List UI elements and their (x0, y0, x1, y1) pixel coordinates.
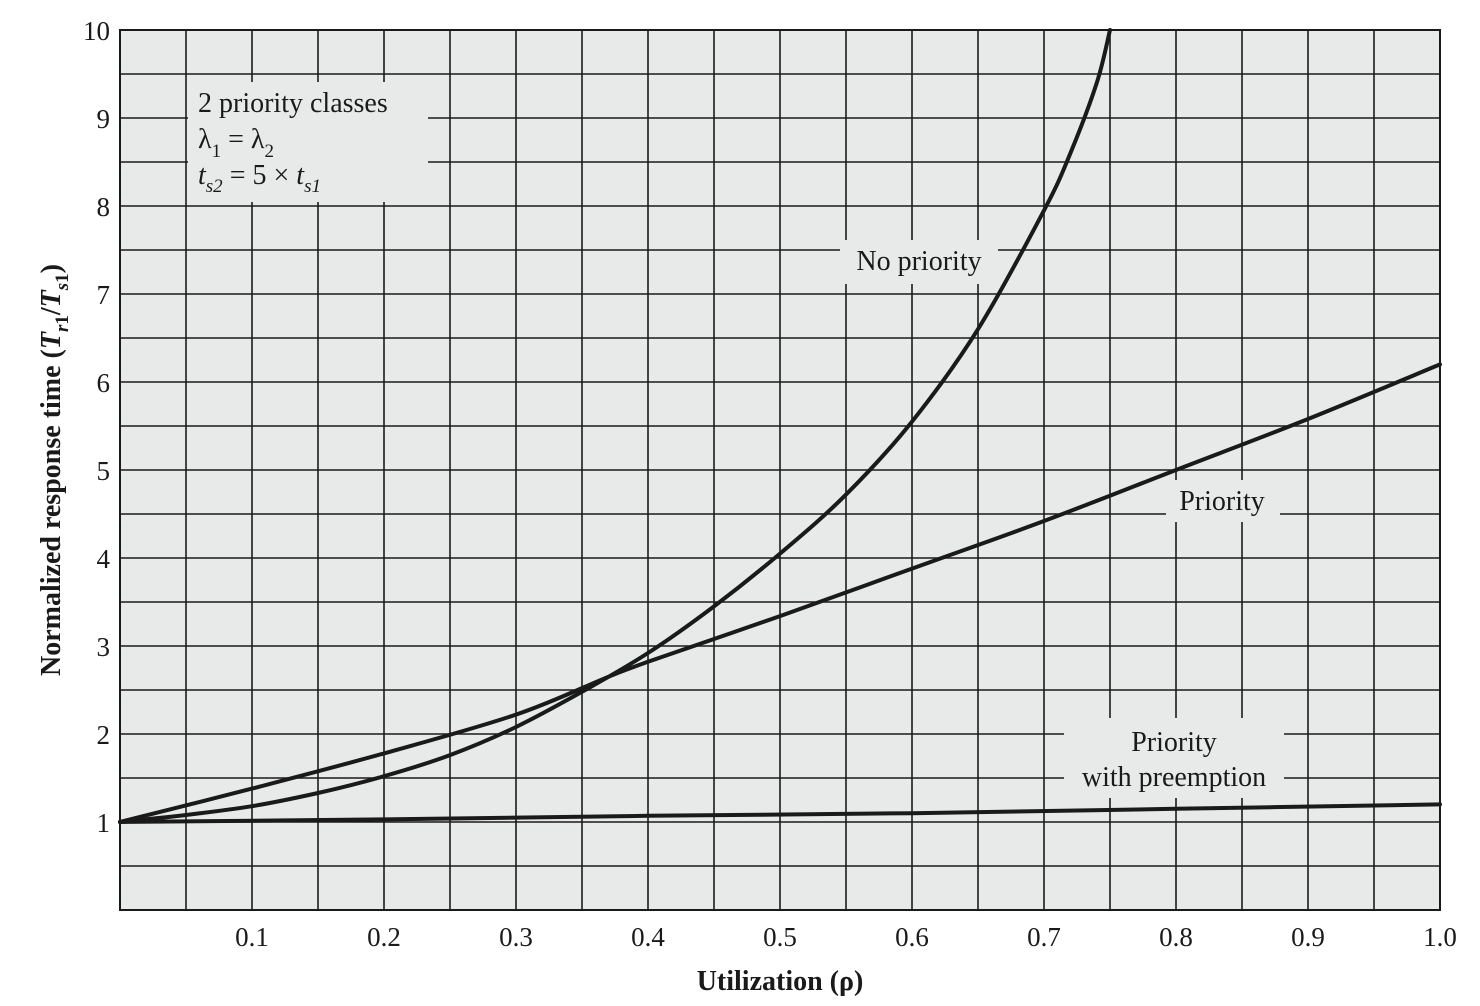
annotation-line-1: 2 priority classes (198, 88, 388, 119)
label-priority-preemption: Priority with preemption (1064, 718, 1284, 798)
series-line-priority (118, 362, 1442, 824)
x-tick-label: 0.1 (235, 922, 269, 952)
x-tick-label: 0.2 (367, 922, 401, 952)
x-tick-label: 0.8 (1159, 922, 1193, 952)
y-tick-label: 7 (97, 280, 111, 310)
x-tick-label: 0.4 (631, 922, 665, 952)
y-tick-label: 6 (97, 368, 111, 398)
label-priority-text: Priority (1179, 486, 1265, 517)
x-axis-title: Utilization (ρ) (697, 966, 864, 997)
label-no-priority-text: No priority (856, 246, 981, 277)
y-tick-labels: 1 2 3 4 5 6 7 8 9 10 (83, 16, 111, 838)
annotation-line-2: λ1 = λ2 (198, 124, 274, 162)
label-priority: Priority (1166, 480, 1280, 522)
x-tick-label: 0.6 (895, 922, 929, 952)
annotation-box-bg (188, 82, 428, 202)
annotation-box: 2 priority classes λ1 = λ2 ts2 = 5 × ts1 (188, 82, 428, 202)
x-tick-label: 0.5 (763, 922, 797, 952)
x-tick-label: 0.7 (1027, 922, 1061, 952)
y-axis-title: Normalized response time (Tr1/Ts1) (36, 264, 73, 676)
y-tick-label: 8 (97, 192, 111, 222)
x-tick-labels: 0.1 0.2 0.3 0.4 0.5 0.6 0.7 0.8 0.9 1.0 (235, 922, 1457, 952)
label-priority-preemption-line-1: Priority (1131, 727, 1217, 758)
series-lines (118, 28, 1442, 824)
label-priority-bg (1166, 480, 1280, 522)
y-tick-label: 9 (97, 104, 111, 134)
series-line-no-priority (118, 28, 1112, 824)
annotation-line-3: ts2 = 5 × ts1 (198, 160, 321, 197)
y-tick-label: 2 (97, 720, 111, 750)
y-tick-label: 4 (97, 544, 111, 574)
label-no-priority-bg (840, 240, 998, 284)
label-no-priority: No priority (840, 240, 998, 284)
x-tick-label: 0.3 (499, 922, 533, 952)
x-tick-label: 1.0 (1423, 922, 1457, 952)
label-priority-preemption-bg (1064, 718, 1284, 798)
y-tick-label: 1 (97, 808, 111, 838)
y-tick-label: 3 (97, 632, 111, 662)
x-tick-label: 0.9 (1291, 922, 1325, 952)
y-tick-label: 5 (97, 456, 111, 486)
label-priority-preemption-line-2: with preemption (1082, 762, 1266, 793)
y-tick-label: 10 (83, 16, 110, 46)
series-line-priority-with-preemption (118, 802, 1442, 824)
